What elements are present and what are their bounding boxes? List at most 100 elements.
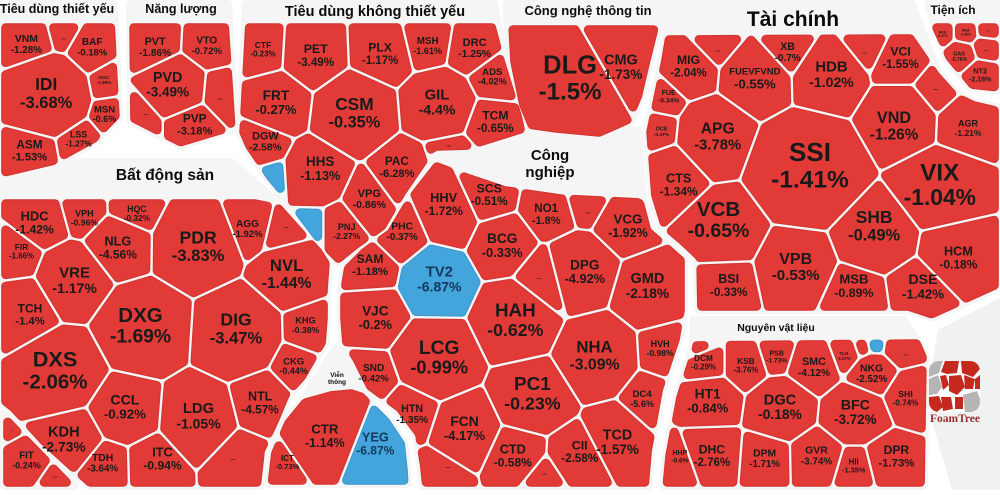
svg-text:PHC: PHC — [391, 221, 413, 232]
svg-text:-4.57%: -4.57% — [241, 402, 279, 416]
svg-text:-3.09%: -3.09% — [569, 357, 619, 374]
svg-text:HT1: HT1 — [695, 386, 721, 401]
svg-text:GVR: GVR — [805, 445, 828, 457]
svg-text:DGW: DGW — [252, 131, 279, 143]
svg-text:-1.92%: -1.92% — [232, 229, 263, 240]
svg-text:-0.35%: -0.35% — [329, 114, 381, 132]
svg-text:OCB: OCB — [656, 127, 668, 133]
svg-text:...: ... — [61, 35, 66, 41]
svg-text:CMG: CMG — [604, 52, 638, 68]
svg-text:-0.6%: -0.6% — [93, 114, 117, 124]
svg-text:VRE: VRE — [59, 265, 90, 282]
svg-text:DPM: DPM — [753, 448, 776, 459]
svg-text:-0.74%: -0.74% — [893, 399, 920, 408]
svg-text:-1.69%: -1.69% — [110, 327, 171, 348]
svg-text:NT2: NT2 — [973, 67, 987, 76]
svg-text:ADS: ADS — [482, 67, 503, 78]
svg-text:-4.17%: -4.17% — [444, 428, 486, 443]
svg-text:TCD: TCD — [603, 428, 632, 444]
svg-text:NKG: NKG — [860, 363, 883, 374]
svg-text:HCM: HCM — [944, 245, 973, 259]
svg-text:-0.32%: -0.32% — [124, 213, 151, 223]
svg-text:-0.49%: -0.49% — [848, 227, 900, 245]
svg-text:SHI: SHI — [898, 389, 912, 399]
svg-text:-1.18%: -1.18% — [352, 266, 388, 278]
svg-text:SCS: SCS — [476, 182, 501, 196]
svg-text:DXG: DXG — [118, 304, 162, 327]
svg-text:YEG: YEG — [362, 431, 389, 445]
svg-text:-1.72%: -1.72% — [425, 204, 464, 218]
svg-text:CTF: CTF — [255, 40, 272, 50]
svg-text:-1.28%: -1.28% — [11, 45, 43, 56]
svg-text:MSN: MSN — [94, 105, 115, 116]
svg-text:ASM: ASM — [16, 137, 42, 151]
svg-text:Tiêu dùng không thiết yếu: Tiêu dùng không thiết yếu — [285, 4, 465, 20]
svg-text:DXS: DXS — [33, 347, 78, 372]
svg-text:CKG: CKG — [283, 356, 304, 367]
svg-text:...: ... — [542, 471, 547, 477]
svg-text:...: ... — [715, 48, 720, 54]
svg-text:-0.96%: -0.96% — [71, 218, 99, 228]
svg-text:-1.42%: -1.42% — [15, 223, 54, 237]
svg-text:TDH: TDH — [92, 453, 113, 464]
svg-text:Công nghệ thông tin: Công nghệ thông tin — [524, 3, 651, 18]
svg-text:-1.17%: -1.17% — [52, 280, 97, 296]
svg-text:-0.99%: -0.99% — [410, 357, 468, 377]
svg-text:DRC: DRC — [463, 37, 487, 49]
svg-text:NVL: NVL — [270, 256, 303, 275]
svg-text:Viễn: Viễn — [330, 370, 344, 379]
svg-text:XB: XB — [780, 41, 795, 53]
svg-text:HHV: HHV — [430, 190, 457, 205]
svg-text:-0.37%: -0.37% — [387, 232, 418, 243]
svg-text:VPB: VPB — [779, 251, 812, 268]
svg-text:-2.06%: -2.06% — [23, 371, 88, 394]
svg-text:FIT: FIT — [19, 451, 34, 462]
svg-text:-1.57%: -1.57% — [596, 442, 639, 457]
svg-text:-1.25%: -1.25% — [458, 49, 491, 60]
svg-text:Bất động sản: Bất động sản — [116, 167, 214, 184]
svg-text:-1.34%: -1.34% — [660, 185, 698, 199]
svg-text:-1.04%: -1.04% — [904, 184, 976, 210]
svg-text:-0.92%: -0.92% — [104, 407, 146, 422]
svg-text:NO1: NO1 — [534, 202, 558, 215]
svg-text:VPH: VPH — [75, 208, 94, 218]
svg-text:VTO: VTO — [196, 35, 217, 46]
svg-text:HVH: HVH — [651, 339, 670, 349]
svg-text:TCH: TCH — [18, 302, 43, 316]
svg-text:...: ... — [53, 473, 58, 479]
svg-text:ITC: ITC — [152, 445, 173, 460]
svg-text:PVD: PVD — [153, 70, 182, 86]
svg-text:-0.65%: -0.65% — [688, 220, 750, 242]
svg-text:GAS: GAS — [953, 52, 965, 58]
svg-text:DIG: DIG — [220, 309, 251, 329]
svg-text:BSI: BSI — [718, 272, 739, 286]
svg-text:-1.02%: -1.02% — [809, 74, 854, 90]
svg-text:FCN: FCN — [450, 414, 478, 429]
svg-text:-1.35%: -1.35% — [396, 415, 428, 426]
svg-text:-1.05%: -1.05% — [176, 415, 221, 431]
svg-text:-1.26%: -1.26% — [870, 126, 919, 143]
svg-text:SHB: SHB — [856, 207, 893, 227]
svg-text:-0.47%: -0.47% — [937, 34, 947, 38]
svg-text:-1.13%: -1.13% — [300, 169, 340, 183]
svg-text:HDG: HDG — [939, 31, 947, 35]
svg-text:...: ... — [933, 86, 938, 92]
svg-text:-1.61%: -1.61% — [413, 46, 442, 56]
svg-text:-0.98%: -0.98% — [647, 348, 674, 358]
svg-text:VCB: VCB — [697, 198, 740, 221]
svg-text:-0.6%: -0.6% — [671, 457, 688, 464]
svg-text:PVT: PVT — [145, 36, 166, 48]
svg-text:-4.56%: -4.56% — [99, 248, 137, 262]
svg-text:AGG: AGG — [236, 219, 259, 230]
svg-text:SMC: SMC — [802, 356, 826, 368]
svg-text:-4.02%: -4.02% — [478, 77, 507, 87]
svg-text:...: ... — [585, 210, 590, 216]
svg-text:...: ... — [230, 456, 235, 462]
svg-text:-0.23%: -0.23% — [504, 393, 561, 413]
svg-text:TV2: TV2 — [426, 264, 453, 280]
svg-text:-1.73%: -1.73% — [878, 457, 914, 469]
svg-text:PVP: PVP — [183, 111, 207, 125]
svg-text:-3.47%: -3.47% — [210, 328, 263, 347]
svg-text:...: ... — [143, 111, 148, 117]
svg-text:LCG: LCG — [419, 338, 460, 359]
